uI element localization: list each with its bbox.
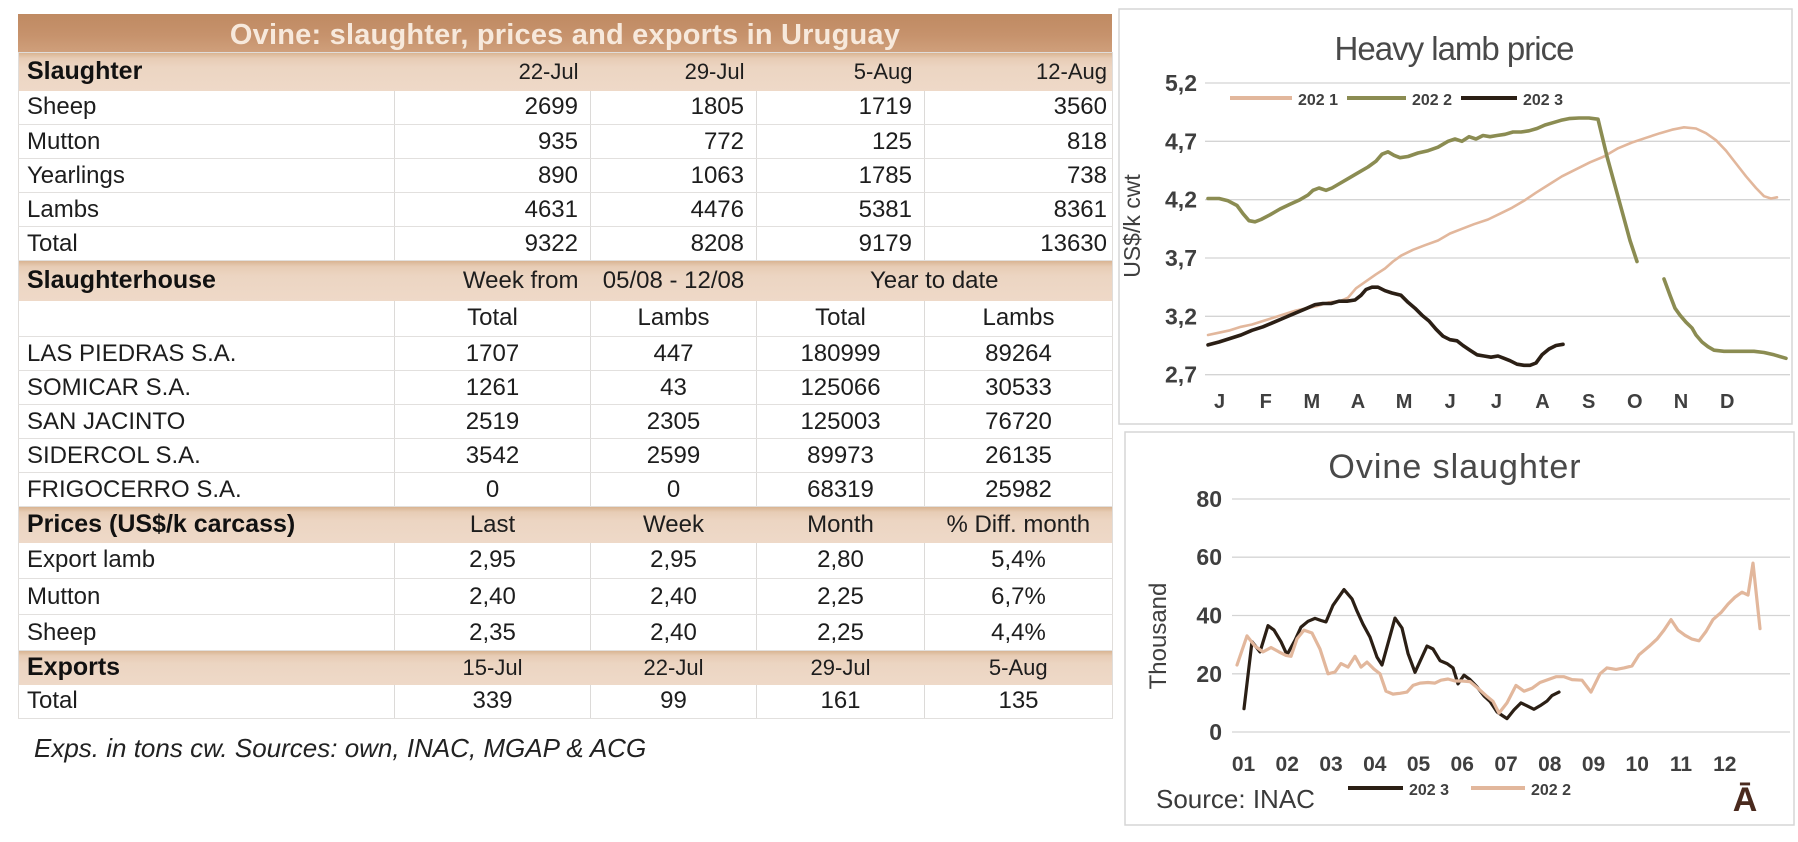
svg-text:09: 09: [1582, 753, 1605, 776]
svg-text:202 2: 202 2: [1412, 92, 1452, 109]
svg-text:A: A: [1535, 391, 1549, 413]
svg-text:3,2: 3,2: [1165, 303, 1197, 329]
svg-text:04: 04: [1363, 753, 1387, 776]
svg-text:M: M: [1303, 391, 1320, 413]
svg-text:F: F: [1260, 391, 1272, 413]
svg-text:O: O: [1627, 391, 1643, 413]
svg-text:06: 06: [1451, 753, 1474, 776]
svg-text:202 3: 202 3: [1409, 782, 1449, 799]
svg-text:4,7: 4,7: [1165, 128, 1197, 154]
svg-text:10: 10: [1626, 753, 1649, 776]
svg-text:US$/k cwt: US$/k cwt: [1119, 174, 1145, 278]
svg-text:S: S: [1582, 391, 1595, 413]
svg-text:07: 07: [1494, 753, 1517, 776]
svg-text:12: 12: [1713, 753, 1736, 776]
svg-text:Source: INAC: Source: INAC: [1156, 784, 1315, 814]
svg-text:Thousand: Thousand: [1145, 583, 1172, 690]
svg-text:01: 01: [1232, 753, 1256, 776]
svg-text:M: M: [1396, 391, 1413, 413]
svg-text:80: 80: [1196, 486, 1222, 512]
svg-text:D: D: [1720, 391, 1734, 413]
svg-text:Ā: Ā: [1733, 781, 1758, 819]
svg-text:03: 03: [1319, 753, 1342, 776]
svg-text:J: J: [1445, 391, 1456, 413]
svg-text:05: 05: [1407, 753, 1431, 776]
svg-text:Heavy lamb price: Heavy lamb price: [1335, 30, 1574, 67]
svg-text:J: J: [1214, 391, 1225, 413]
svg-text:4,2: 4,2: [1165, 187, 1197, 213]
svg-text:0: 0: [1209, 719, 1222, 745]
svg-text:02: 02: [1276, 753, 1299, 776]
svg-text:202 3: 202 3: [1523, 92, 1563, 109]
svg-text:Ovine slaughter: Ovine slaughter: [1328, 448, 1581, 486]
svg-text:202 2: 202 2: [1531, 782, 1571, 799]
svg-text:3,7: 3,7: [1165, 245, 1197, 271]
svg-text:202 1: 202 1: [1298, 92, 1338, 109]
svg-text:20: 20: [1196, 661, 1222, 687]
svg-text:5,2: 5,2: [1165, 70, 1197, 96]
svg-text:08: 08: [1538, 753, 1562, 776]
svg-text:A: A: [1351, 391, 1365, 413]
svg-text:N: N: [1674, 391, 1688, 413]
svg-text:11: 11: [1670, 753, 1693, 776]
svg-text:2,7: 2,7: [1165, 362, 1197, 388]
svg-text:60: 60: [1196, 544, 1222, 570]
svg-text:J: J: [1491, 391, 1502, 413]
svg-text:40: 40: [1196, 603, 1222, 629]
